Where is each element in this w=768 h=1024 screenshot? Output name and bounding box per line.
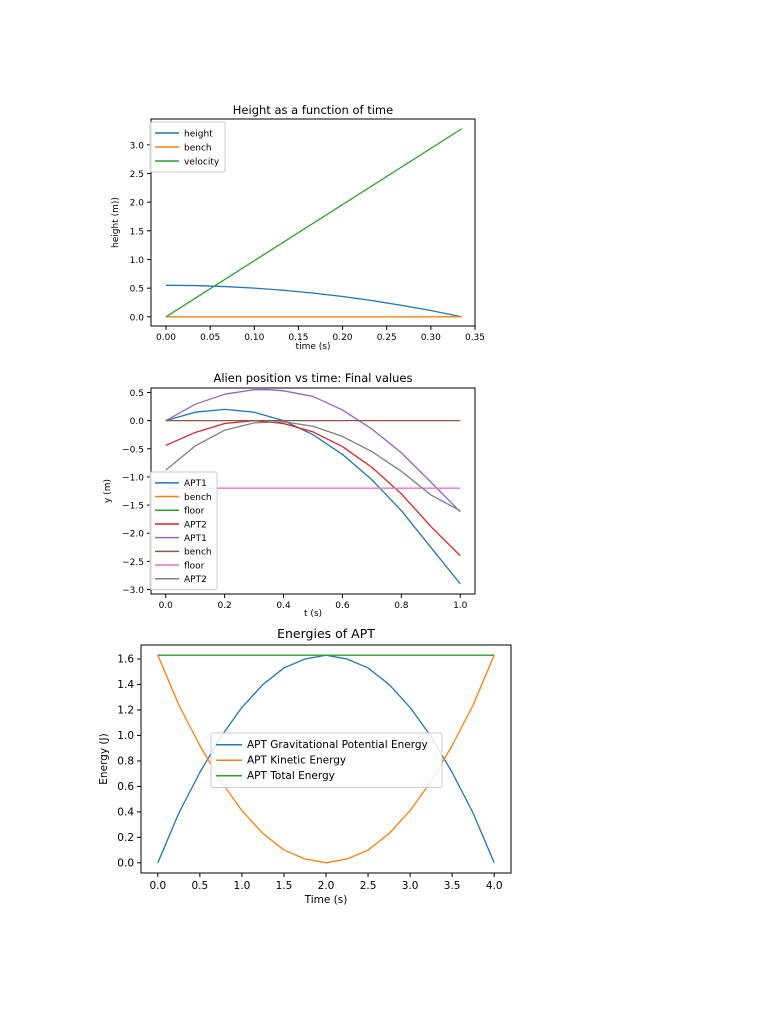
- legend-frame: [149, 121, 226, 173]
- x-tick-label: 1.5: [276, 880, 293, 892]
- x-tick-label: 0.10: [244, 333, 264, 343]
- y-axis-label: height (m)): [111, 197, 121, 248]
- x-tick-label: 2.0: [318, 880, 335, 892]
- x-tick-label: 0.0: [159, 601, 174, 611]
- y-axis-label: Energy (J): [98, 733, 110, 784]
- y-tick-label: 3.0: [130, 141, 145, 151]
- series-line-4: [165, 419, 461, 557]
- chart-3: Energies of APT 0.0 0.5 1.0 1.5 2.0 2.5 3.0 3.5 4…: [98, 626, 512, 906]
- legend-label: APT2: [184, 520, 207, 530]
- legend: APT Gravitational Potential Energy APT Ki…: [210, 732, 443, 788]
- chart-2: Alien position vs time: Final values 0.0 0…: [103, 371, 476, 619]
- series-group: [165, 389, 461, 585]
- x-tick-label: 1.0: [234, 880, 251, 892]
- x-axis-label: Time (s): [304, 894, 348, 906]
- y-tick-label: −1.5: [122, 502, 144, 512]
- series-line-8: [165, 421, 461, 512]
- legend-label: APT2: [184, 575, 207, 585]
- y-tick-label: 0.2: [117, 832, 134, 844]
- x-tick-label: 0.00: [156, 333, 176, 343]
- chart-title: Height as a function of time: [233, 103, 393, 117]
- x-tick-label: 0.0: [149, 880, 166, 892]
- series-group: [165, 128, 463, 318]
- x-tick-label: 0.20: [333, 333, 353, 343]
- legend-label: APT Kinetic Energy: [247, 755, 346, 767]
- legend-label: floor: [184, 561, 205, 571]
- y-tick-label: 2.5: [130, 170, 144, 180]
- legend: APT1 bench floor APT2 APT1 bench floor APT2: [149, 471, 218, 591]
- y-axis-label: y (m): [103, 479, 113, 503]
- y-tick-label: 2.0: [130, 199, 145, 209]
- legend-label: bench: [184, 143, 212, 153]
- legend-label: bench: [184, 493, 212, 503]
- y-tick-label: 1.5: [130, 227, 144, 237]
- y-tick-label: 1.6: [117, 654, 134, 666]
- x-tick-label: 1.0: [453, 601, 468, 611]
- series-line-5: [165, 389, 461, 513]
- legend-label: floor: [184, 507, 205, 517]
- chart-1: Height as a function of time 0.00 0.05 0.10…: [111, 103, 485, 352]
- legend-label: velocity: [184, 157, 220, 167]
- y-tick-label: −3.0: [122, 586, 144, 596]
- x-tick-label: 0.4: [276, 601, 291, 611]
- legend-label: APT Total Energy: [247, 770, 335, 782]
- y-tick-label: −1.0: [122, 473, 144, 483]
- legend-label: APT Gravitational Potential Energy: [247, 739, 428, 751]
- y-tick-label: 1.0: [117, 730, 134, 742]
- y-tick-label: 1.0: [130, 256, 145, 266]
- y-tick-label: 0.8: [117, 755, 134, 767]
- x-tick-label: 0.5: [192, 880, 209, 892]
- x-tick-label: 0.30: [421, 333, 441, 343]
- y-tick-label: −0.5: [122, 445, 144, 455]
- legend-label: height: [184, 129, 213, 139]
- x-tick-label: 0.25: [377, 333, 397, 343]
- x-tick-label: 3.5: [444, 880, 461, 892]
- y-tick-label: 1.2: [117, 704, 134, 716]
- legend-frame: [149, 471, 218, 591]
- legend-label: APT1: [184, 534, 207, 544]
- y-tick-label: 0.5: [130, 285, 144, 295]
- legend-label: bench: [184, 548, 212, 558]
- chart-title: Alien position vs time: Final values: [213, 371, 412, 385]
- y-tick-label: −2.0: [122, 530, 144, 540]
- x-tick-label: 0.6: [335, 601, 350, 611]
- x-tick-label: 3.0: [402, 880, 419, 892]
- y-tick-label: 0.5: [130, 389, 144, 399]
- x-tick-label: 0.05: [200, 333, 220, 343]
- legend-frame: [210, 732, 443, 788]
- x-tick-label: 0.2: [217, 601, 231, 611]
- series-line-3: [165, 128, 463, 318]
- y-tick-label: 0.4: [117, 806, 134, 818]
- x-tick-label: 0.35: [465, 333, 485, 343]
- x-axis-label: t (s): [304, 609, 322, 619]
- legend-label: APT1: [184, 479, 207, 489]
- x-tick-label: 0.15: [288, 333, 308, 343]
- x-tick-label: 4.0: [486, 880, 503, 892]
- series-line-1: [166, 284, 462, 318]
- y-tick-label: 0.6: [117, 781, 134, 793]
- x-axis-label: time (s): [296, 342, 331, 352]
- y-tick-label: 0.0: [130, 313, 145, 323]
- plot-frame: [150, 118, 476, 327]
- y-tick-label: 0.0: [130, 417, 145, 427]
- x-tick-label: 2.5: [360, 880, 377, 892]
- y-tick-label: −2.5: [122, 558, 144, 568]
- y-tick-label: 1.4: [117, 679, 134, 691]
- chart-title: Energies of APT: [277, 626, 375, 641]
- series-line-1: [165, 408, 461, 585]
- legend: height bench velocity: [149, 121, 226, 173]
- y-tick-label: 0.0: [117, 857, 134, 869]
- x-tick-label: 0.8: [394, 601, 409, 611]
